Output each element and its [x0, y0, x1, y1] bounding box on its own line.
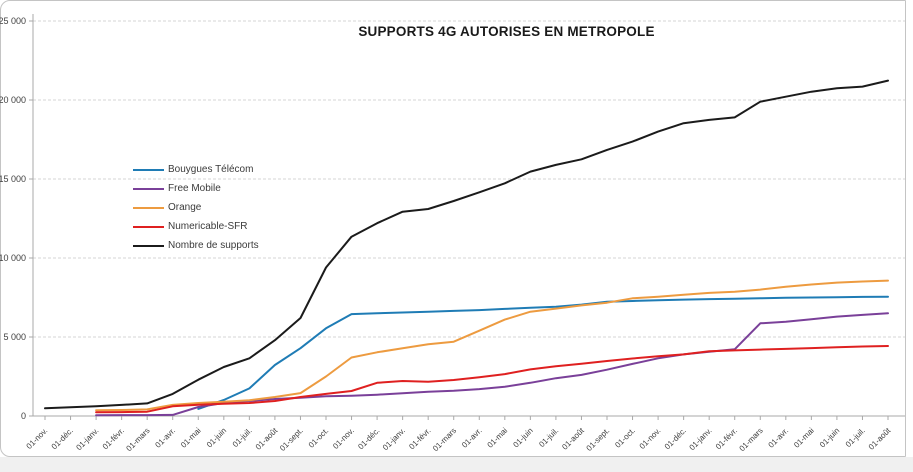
y-tick-label: 5 000 — [3, 332, 26, 342]
chart-title: SUPPORTS 4G AUTORISES EN METROPOLE — [358, 24, 655, 39]
x-tick-label: 01-oct. — [307, 426, 331, 450]
legend-line-free — [133, 187, 164, 190]
bottom-band — [0, 457, 913, 472]
x-tick-label: 01-avr. — [153, 426, 177, 450]
x-tick-label: 01-janv. — [688, 426, 714, 452]
legend-line-bouygues — [133, 168, 164, 171]
x-tick-label: 01-sept. — [585, 426, 612, 453]
x-tick-label: 01-juin — [511, 426, 534, 449]
x-tick-label: 01-juil. — [537, 426, 560, 449]
x-tick-label: 01-nov. — [25, 426, 50, 451]
x-tick-label: 01-janv. — [381, 426, 407, 452]
y-tick-label: 20 000 — [0, 95, 26, 105]
x-tick-label: 01-févr. — [101, 426, 126, 451]
x-tick-label: 01-juil. — [844, 426, 867, 449]
legend-item-nombre-de-supports: Nombre de supports — [133, 236, 259, 255]
legend-item-numericable-sfr: Numericable-SFR — [133, 217, 259, 236]
legend-line-numericable-sfr — [133, 225, 164, 228]
x-tick-label: 01-févr. — [714, 426, 739, 451]
x-tick-label: 01-août — [254, 426, 280, 452]
legend-label: Nombre de supports — [168, 240, 259, 251]
series-line-orange — [95, 279, 889, 412]
legend-label: Orange — [168, 202, 202, 213]
x-tick-label: 01-déc. — [50, 426, 75, 451]
legend-label: Free Mobile — [168, 183, 221, 194]
x-tick-label: 01-oct. — [613, 426, 637, 450]
x-tick-label: 01-déc. — [356, 426, 381, 451]
x-tick-label: 01-sept. — [278, 426, 305, 453]
x-tick-label: 01-mai — [486, 426, 510, 450]
x-tick-label: 01-nov. — [638, 426, 663, 451]
legend: Bouygues Télécom Free Mobile Orange Nume… — [133, 160, 259, 255]
legend-item-orange: Orange — [133, 198, 259, 217]
y-tick-label: 10 000 — [0, 253, 26, 263]
x-tick-label: 01-juin — [818, 426, 841, 449]
legend-item-free: Free Mobile — [133, 179, 259, 198]
series-line-free-mobile — [95, 312, 889, 417]
x-tick-label: 01-mai — [179, 426, 203, 450]
x-tick-label: 01-avr. — [460, 426, 484, 450]
legend-line-orange — [133, 206, 164, 209]
x-tick-label: 01-mars — [738, 426, 765, 453]
y-tick-label: 15 000 — [0, 174, 26, 184]
y-tick-label: 0 — [21, 411, 26, 421]
series-line-numericable-sfr — [95, 345, 889, 414]
legend-label: Bouygues Télécom — [168, 164, 254, 175]
x-tick-label: 01-août — [867, 426, 893, 452]
x-tick-label: 01-nov. — [331, 426, 356, 451]
legend-line-nombre-de-supports — [133, 244, 164, 247]
legend-item-bouygues: Bouygues Télécom — [133, 160, 259, 179]
legend-label: Numericable-SFR — [168, 221, 248, 232]
x-tick-label: 01-août — [560, 426, 586, 452]
series-line-bouygues-t-l-com — [197, 295, 889, 410]
x-tick-label: 01-févr. — [407, 426, 432, 451]
series-line-nombre-de-supports — [44, 79, 889, 410]
x-tick-label: 01-avr. — [767, 426, 791, 450]
x-tick-label: 01-janv. — [74, 426, 100, 452]
x-tick-label: 01-mars — [431, 426, 458, 453]
x-tick-label: 01-juin — [205, 426, 228, 449]
x-tick-label: 01-mars — [124, 426, 151, 453]
x-tick-label: 01-déc. — [663, 426, 688, 451]
y-tick-label: 25 000 — [0, 16, 26, 26]
x-tick-label: 01-juil. — [231, 426, 254, 449]
x-tick-label: 01-mai — [792, 426, 816, 450]
